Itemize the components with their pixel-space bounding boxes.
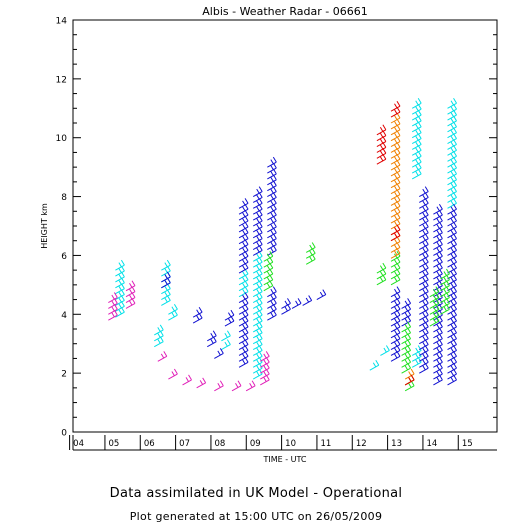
- wind-barb: [305, 242, 316, 253]
- wind-barb: [214, 348, 224, 359]
- wind-barb: [440, 268, 450, 280]
- wind-barb: [404, 374, 415, 386]
- wind-barb: [115, 259, 125, 271]
- wind-barb: [267, 286, 277, 298]
- y-axis-label: HEIGHT km: [40, 203, 49, 249]
- wind-barb: [291, 298, 302, 309]
- x-tick-label: 14: [427, 439, 438, 449]
- x-tick-label: 04: [73, 439, 84, 449]
- x-tick-label: 07: [179, 439, 190, 449]
- assimilation-note: Data assimilated in UK Model - Operation…: [109, 486, 403, 501]
- chart-title: Albis - Weather Radar - 06661: [202, 5, 367, 18]
- y-tick-label: 4: [61, 311, 67, 321]
- wind-barb: [157, 351, 168, 362]
- wind-barb: [161, 271, 171, 283]
- y-tick-label: 12: [56, 75, 67, 85]
- wind-barb: [207, 330, 217, 342]
- wind-barb: [168, 368, 178, 380]
- wind-barb: [376, 124, 387, 136]
- x-tick-label: 10: [285, 439, 296, 449]
- x-axis-label: TIME - UTC: [262, 455, 306, 464]
- wind-barb: [401, 298, 412, 309]
- wind-barb: [245, 380, 256, 392]
- y-tick-label: 0: [61, 429, 67, 439]
- x-tick-label: 09: [250, 439, 261, 449]
- wind-barb: [252, 186, 263, 198]
- wind-barb: [411, 98, 422, 109]
- wind-profile-chart: Albis - Weather Radar - 06661 0 2 4 6 8 10 12 1…: [40, 5, 498, 464]
- wind-barb: [214, 380, 224, 392]
- x-tick-label: 06: [144, 439, 155, 449]
- wind-barb: [168, 304, 178, 315]
- y-axis: 0 2 4 6 8 10 12 14: [56, 17, 497, 439]
- wind-barb: [429, 286, 440, 298]
- x-tick-label: 11: [321, 439, 332, 449]
- wind-barb: [281, 298, 291, 309]
- x-axis: 04 05 06 07 08 09 10 11 12 13 14 15: [69, 435, 497, 451]
- wind-barb: [154, 324, 164, 336]
- x-tick-label: 15: [462, 439, 473, 449]
- wind-barb: [221, 339, 231, 351]
- x-tick-label: 05: [109, 439, 120, 449]
- wind-barb: [390, 224, 401, 236]
- wind-barb: [302, 295, 313, 306]
- wind-barb: [238, 198, 249, 209]
- wind-barb: [224, 309, 235, 321]
- wind-barb: [419, 186, 429, 198]
- wind-barb: [447, 203, 457, 215]
- wind-barb: [267, 156, 277, 168]
- wind-barb: [231, 380, 242, 392]
- wind-barb: [125, 280, 136, 292]
- y-tick-label: 2: [61, 370, 67, 380]
- wind-barb: [401, 321, 412, 333]
- y-tick-label: 14: [56, 17, 68, 27]
- wind-barb: [182, 374, 192, 386]
- x-tick-label: 08: [215, 439, 226, 449]
- x-tick-label: 12: [356, 439, 367, 449]
- y-tick-label: 6: [61, 252, 67, 262]
- wind-barb: [238, 292, 249, 303]
- wind-barb: [221, 330, 231, 342]
- wind-barb: [404, 368, 415, 380]
- x-tick-label: 13: [391, 439, 402, 449]
- wind-barb: [192, 306, 203, 318]
- generation-timestamp: Plot generated at 15:00 UTC on 26/05/200…: [129, 510, 383, 523]
- y-tick-label: 8: [61, 193, 67, 203]
- wind-barb: [108, 292, 118, 303]
- wind-barb: [260, 351, 270, 362]
- wind-barb: [447, 98, 457, 109]
- barb-layer: [108, 98, 457, 392]
- wind-barb: [411, 345, 422, 356]
- wind-barb: [316, 289, 327, 301]
- wind-barb: [433, 203, 443, 215]
- wind-barb: [196, 377, 207, 389]
- wind-barb: [380, 345, 390, 356]
- wind-barb: [390, 100, 401, 112]
- wind-barb: [390, 286, 401, 298]
- wind-barb: [376, 262, 387, 274]
- y-tick-label: 10: [56, 134, 68, 144]
- wind-barb: [263, 251, 274, 262]
- wind-barb: [161, 259, 171, 271]
- wind-barb: [369, 359, 380, 371]
